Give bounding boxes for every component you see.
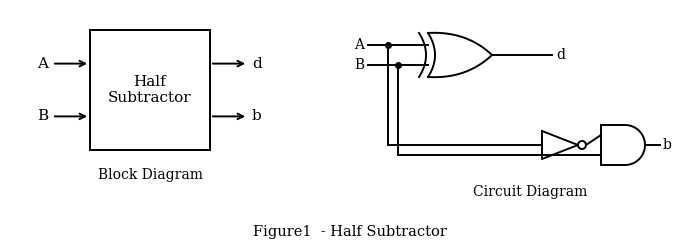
Text: b: b — [252, 110, 262, 124]
Text: Block Diagram: Block Diagram — [97, 168, 202, 182]
Text: A: A — [37, 56, 48, 70]
Bar — [90, 30, 210, 150]
Text: Half
Subtractor: Half Subtractor — [108, 75, 192, 105]
Text: d: d — [556, 48, 565, 62]
Text: Figure1  - Half Subtractor: Figure1 - Half Subtractor — [253, 225, 447, 239]
Circle shape — [578, 141, 586, 149]
Text: Circuit Diagram: Circuit Diagram — [473, 185, 587, 199]
Text: A: A — [354, 38, 364, 52]
Text: d: d — [252, 56, 262, 70]
Text: B: B — [354, 58, 364, 72]
Text: b: b — [663, 138, 672, 152]
Text: B: B — [37, 110, 48, 124]
